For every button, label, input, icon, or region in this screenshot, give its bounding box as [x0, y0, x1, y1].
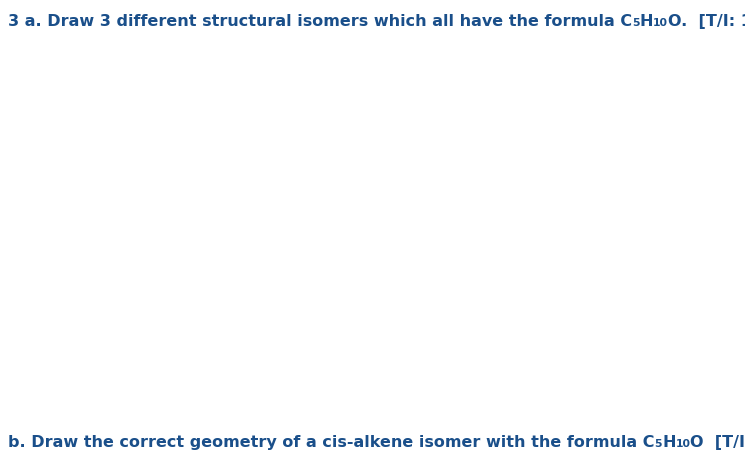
Text: H: H [662, 435, 676, 450]
Text: H: H [640, 14, 653, 29]
Text: O  [T/I: 1 mark]: O [T/I: 1 mark] [691, 435, 745, 450]
Text: 10: 10 [653, 18, 668, 28]
Text: O.  [T/I: 1 mark each; 3marks]: O. [T/I: 1 mark each; 3marks] [668, 14, 745, 29]
Text: 10: 10 [676, 439, 691, 449]
Text: 5: 5 [632, 18, 640, 28]
Text: 3 a. Draw 3 different structural isomers which all have the formula C: 3 a. Draw 3 different structural isomers… [8, 14, 632, 29]
Text: 5: 5 [655, 439, 662, 449]
Text: b. Draw the correct geometry of a cis-alkene isomer with the formula C: b. Draw the correct geometry of a cis-al… [8, 435, 655, 450]
